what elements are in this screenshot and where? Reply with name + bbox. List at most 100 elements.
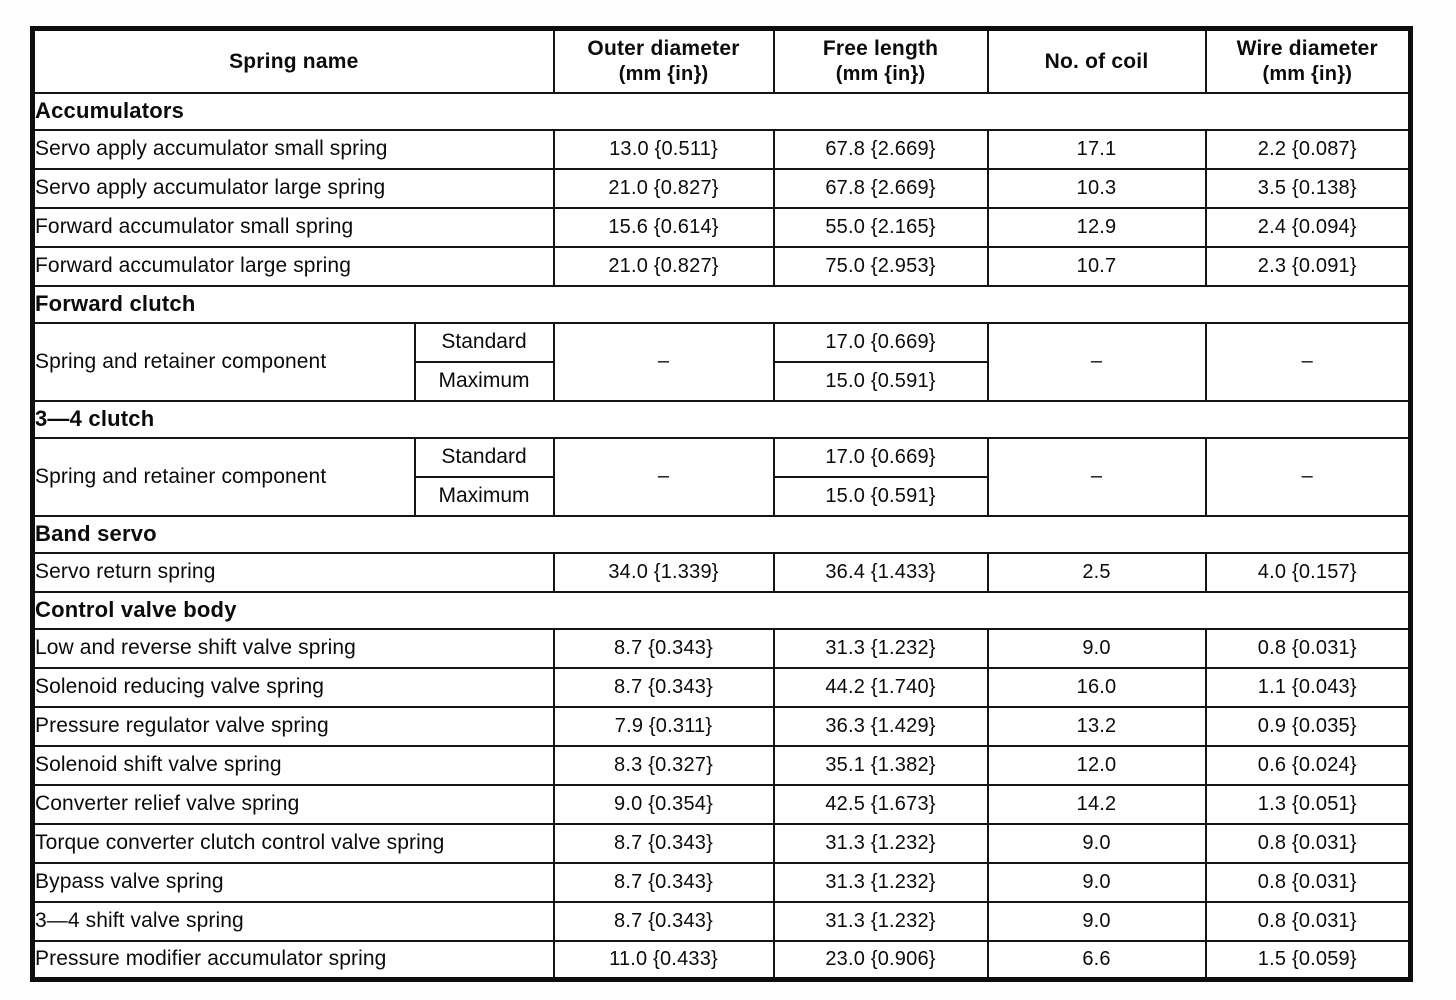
cell-outer-diameter: 8.7 {0.343} (552, 822, 775, 864)
cell-free-length: 15.0 {0.591} (772, 475, 989, 517)
table-row: Servo apply accumulator small spring 13.… (31, 128, 1412, 170)
column-header-spring-name: Spring name (31, 27, 555, 94)
cell-outer-diameter: 13.0 {0.511} (552, 128, 775, 170)
cell-wire-diameter: 2.2 {0.087} (1204, 128, 1412, 170)
cell-spring-name: Forward accumulator large spring (31, 245, 555, 287)
column-header-unit: (mm {in}) (835, 63, 926, 86)
column-header-unit: (mm {in}) (618, 63, 709, 86)
cell-free-length: 42.5 {1.673} (772, 783, 989, 825)
section-title: Band servo (31, 514, 1412, 554)
cell-outer-diameter: – (552, 436, 775, 517)
section-title: Control valve body (31, 590, 1412, 630)
cell-no-of-coil: 17.1 (986, 128, 1207, 170)
cell-free-length: 67.8 {2.669} (772, 128, 989, 170)
column-header-unit: (mm {in}) (1262, 63, 1353, 86)
cell-wire-diameter: 3.5 {0.138} (1204, 167, 1412, 209)
table-row: Pressure regulator valve spring 7.9 {0.3… (31, 705, 1412, 747)
cell-free-length: 75.0 {2.953} (772, 245, 989, 287)
column-header-label: Spring name (229, 49, 359, 73)
section-title: 3—4 clutch (31, 399, 1412, 439)
cell-free-length: 31.3 {1.232} (772, 822, 989, 864)
cell-no-of-coil: 12.0 (986, 744, 1207, 786)
cell-no-of-coil: 12.9 (986, 206, 1207, 248)
cell-outer-diameter: 21.0 {0.827} (552, 245, 775, 287)
cell-no-of-coil: 9.0 (986, 861, 1207, 903)
cell-outer-diameter: 8.7 {0.343} (552, 900, 775, 942)
section-header-row: Control valve body (31, 590, 1412, 630)
cell-free-length: 15.0 {0.591} (772, 360, 989, 402)
cell-variant-maximum: Maximum (413, 475, 555, 517)
column-header-label: No. of coil (1044, 49, 1149, 73)
cell-outer-diameter: 8.7 {0.343} (552, 861, 775, 903)
column-header-label: Outer diameter (587, 37, 740, 61)
table-row: Servo return spring 34.0 {1.339} 36.4 {1… (31, 551, 1412, 593)
cell-spring-name: Spring and retainer component (31, 436, 416, 517)
cell-no-of-coil: 14.2 (986, 783, 1207, 825)
cell-variant-standard: Standard (413, 321, 555, 363)
cell-wire-diameter: 0.8 {0.031} (1204, 627, 1412, 669)
column-header-outer-diameter: Outer diameter (mm {in}) (552, 27, 775, 94)
section-header-row: Forward clutch (31, 284, 1412, 324)
cell-free-length: 67.8 {2.669} (772, 167, 989, 209)
column-header-wire-diameter: Wire diameter (mm {in}) (1204, 27, 1412, 94)
cell-wire-diameter: 0.8 {0.031} (1204, 822, 1412, 864)
cell-free-length: 31.3 {1.232} (772, 861, 989, 903)
cell-wire-diameter: 0.8 {0.031} (1204, 900, 1412, 942)
cell-outer-diameter: 8.7 {0.343} (552, 666, 775, 708)
cell-free-length: 36.4 {1.433} (772, 551, 989, 593)
column-header-no-of-coil: No. of coil (986, 27, 1207, 94)
cell-free-length: 17.0 {0.669} (772, 321, 989, 363)
cell-spring-name: Torque converter clutch control valve sp… (31, 822, 555, 864)
table-row: Torque converter clutch control valve sp… (31, 822, 1412, 864)
cell-wire-diameter: 0.6 {0.024} (1204, 744, 1412, 786)
cell-wire-diameter: 1.3 {0.051} (1204, 783, 1412, 825)
table-row: Forward accumulator large spring 21.0 {0… (31, 245, 1412, 287)
cell-no-of-coil: 9.0 (986, 822, 1207, 864)
cell-outer-diameter: 7.9 {0.311} (552, 705, 775, 747)
cell-wire-diameter: 1.1 {0.043} (1204, 666, 1412, 708)
table-row: Pressure modifier accumulator spring 11.… (31, 939, 1412, 981)
cell-free-length: 17.0 {0.669} (772, 436, 989, 478)
table-row: Maximum 15.0 {0.591} (33, 360, 1411, 402)
cell-outer-diameter: 11.0 {0.433} (552, 939, 775, 981)
cell-free-length: 55.0 {2.165} (772, 206, 989, 248)
cell-wire-diameter: 4.0 {0.157} (1204, 551, 1412, 593)
cell-spring-name: Converter relief valve spring (31, 783, 555, 825)
table-row: Forward accumulator small spring 15.6 {0… (31, 206, 1412, 248)
cell-free-length: 23.0 {0.906} (772, 939, 989, 981)
cell-spring-name: Servo return spring (31, 551, 555, 593)
section-header-row: Band servo (31, 514, 1412, 554)
section-title: Forward clutch (31, 284, 1412, 324)
cell-no-of-coil: 9.0 (986, 627, 1207, 669)
table-row: Bypass valve spring 8.7 {0.343} 31.3 {1.… (31, 861, 1412, 903)
cell-spring-name: Pressure modifier accumulator spring (31, 939, 555, 981)
column-header-label: Free length (822, 37, 939, 61)
cell-spring-name: Solenoid reducing valve spring (31, 666, 555, 708)
cell-spring-name: Servo apply accumulator large spring (31, 167, 555, 209)
cell-outer-diameter: 8.3 {0.327} (552, 744, 775, 786)
section-header-row: 3—4 clutch (31, 399, 1412, 439)
cell-no-of-coil: – (986, 321, 1207, 402)
table-row: Spring and retainer component Standard –… (31, 436, 1412, 517)
cell-outer-diameter: 8.7 {0.343} (552, 627, 775, 669)
cell-spring-name: Servo apply accumulator small spring (31, 128, 555, 170)
table-row: Converter relief valve spring 9.0 {0.354… (31, 783, 1412, 825)
table-row: Spring and retainer component Standard –… (31, 321, 1412, 402)
cell-wire-diameter: – (1204, 321, 1412, 402)
cell-free-length: 44.2 {1.740} (772, 666, 989, 708)
cell-no-of-coil: 16.0 (986, 666, 1207, 708)
cell-no-of-coil: 13.2 (986, 705, 1207, 747)
cell-no-of-coil: 10.7 (986, 245, 1207, 287)
column-header-free-length: Free length (mm {in}) (772, 27, 989, 94)
cell-free-length: 35.1 {1.382} (772, 744, 989, 786)
cell-free-length: 36.3 {1.429} (772, 705, 989, 747)
spring-specifications-table: Spring name Outer diameter (mm {in}) Fre… (30, 26, 1414, 982)
table-row: Solenoid shift valve spring 8.3 {0.327} … (31, 744, 1412, 786)
cell-free-length: 31.3 {1.232} (772, 900, 989, 942)
column-header-label: Wire diameter (1236, 37, 1378, 61)
cell-wire-diameter: – (1204, 436, 1412, 517)
table-row: Low and reverse shift valve spring 8.7 {… (31, 627, 1412, 669)
cell-spring-name: Forward accumulator small spring (31, 206, 555, 248)
cell-outer-diameter: 9.0 {0.354} (552, 783, 775, 825)
